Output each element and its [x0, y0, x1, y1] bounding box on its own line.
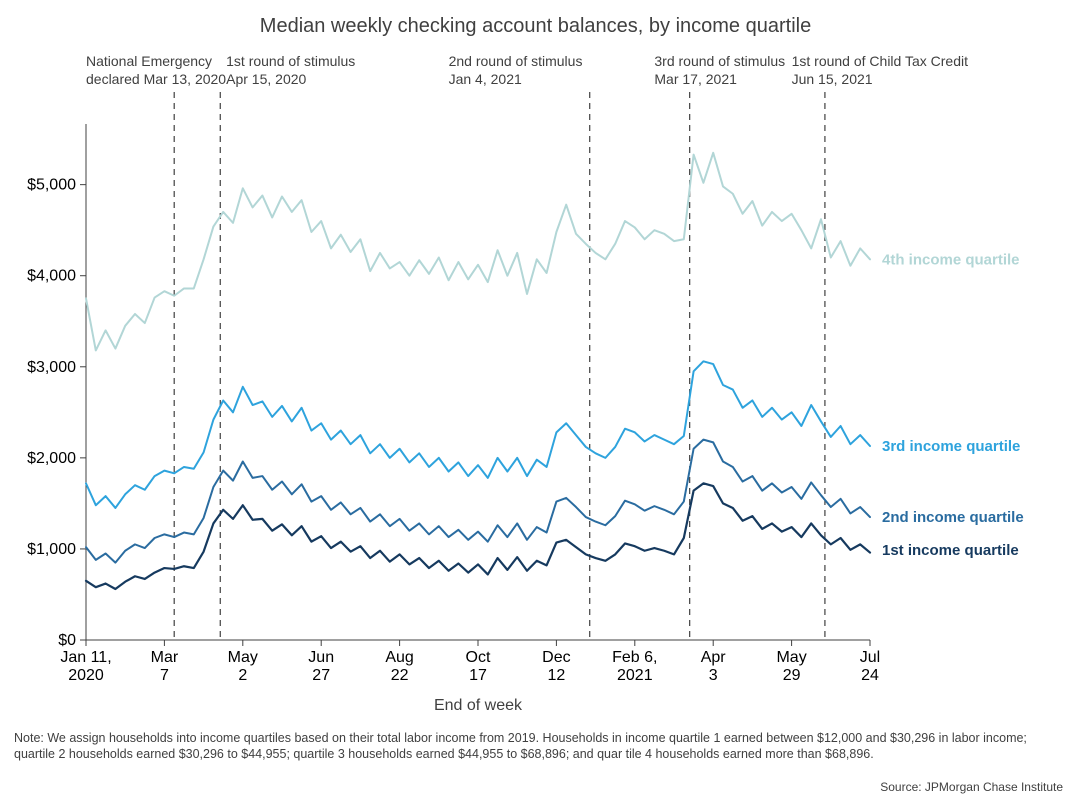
- x-tick-label: May: [776, 649, 806, 666]
- y-tick-label: $4,000: [27, 268, 76, 285]
- y-tick-label: $3,000: [27, 359, 76, 376]
- x-tick-label: 22: [391, 667, 409, 684]
- x-tick-label: 2: [238, 667, 247, 684]
- x-tick-label: Oct: [466, 649, 491, 666]
- event-label: 1st round of stimulus: [226, 53, 355, 69]
- y-tick-label: $0: [58, 632, 76, 649]
- x-tick-label: 29: [783, 667, 801, 684]
- line-chart: Median weekly checking account balances,…: [0, 0, 1071, 801]
- event-label: 3rd round of stimulus: [654, 53, 785, 69]
- chart-note: quartile 2 households earned $30,296 to …: [14, 747, 874, 761]
- series-label: 1st income quartile: [882, 542, 1019, 559]
- y-tick-label: $5,000: [27, 177, 76, 194]
- series-label: 4th income quartile: [882, 251, 1020, 268]
- x-axis-label: End of week: [434, 697, 523, 714]
- series-label: 3rd income quartile: [882, 438, 1020, 455]
- chart-source: Source: JPMorgan Chase Institute: [880, 780, 1063, 794]
- x-tick-label: Apr: [701, 649, 727, 666]
- series-1st-income-quartile: [86, 483, 870, 589]
- x-tick-label: 3: [709, 667, 718, 684]
- chart-note: Note: We assign households into income q…: [14, 731, 1027, 745]
- event-label: 1st round of Child Tax Credit: [792, 53, 968, 69]
- x-tick-label: 7: [160, 667, 169, 684]
- x-tick-label: Dec: [542, 649, 570, 666]
- y-tick-label: $2,000: [27, 450, 76, 467]
- x-tick-label: 2021: [617, 667, 653, 684]
- x-tick-label: Feb 6,: [612, 649, 657, 666]
- x-tick-label: 17: [469, 667, 487, 684]
- series-3rd-income-quartile: [86, 361, 870, 508]
- event-label: declared Mar 13, 2020: [86, 71, 226, 87]
- x-tick-label: Jan 11,: [60, 649, 111, 666]
- event-label: Mar 17, 2021: [654, 71, 737, 87]
- event-label: Apr 15, 2020: [226, 71, 306, 87]
- x-tick-label: 27: [312, 667, 330, 684]
- series-label: 2nd income quartile: [882, 509, 1024, 526]
- x-tick-label: May: [228, 649, 258, 666]
- x-tick-label: Jul: [860, 649, 880, 666]
- chart-title: Median weekly checking account balances,…: [260, 15, 811, 37]
- event-label: 2nd round of stimulus: [449, 53, 583, 69]
- x-tick-label: 2020: [68, 667, 104, 684]
- event-label: Jan 4, 2021: [449, 71, 522, 87]
- x-tick-label: 24: [861, 667, 879, 684]
- event-label: National Emergency: [86, 53, 212, 69]
- y-tick-label: $1,000: [27, 541, 76, 558]
- x-tick-label: Jun: [308, 649, 334, 666]
- series-4th-income-quartile: [86, 153, 870, 351]
- event-label: Jun 15, 2021: [792, 71, 873, 87]
- x-tick-label: Mar: [151, 649, 179, 666]
- x-tick-label: 12: [548, 667, 566, 684]
- series-2nd-income-quartile: [86, 440, 870, 563]
- x-tick-label: Aug: [385, 649, 413, 666]
